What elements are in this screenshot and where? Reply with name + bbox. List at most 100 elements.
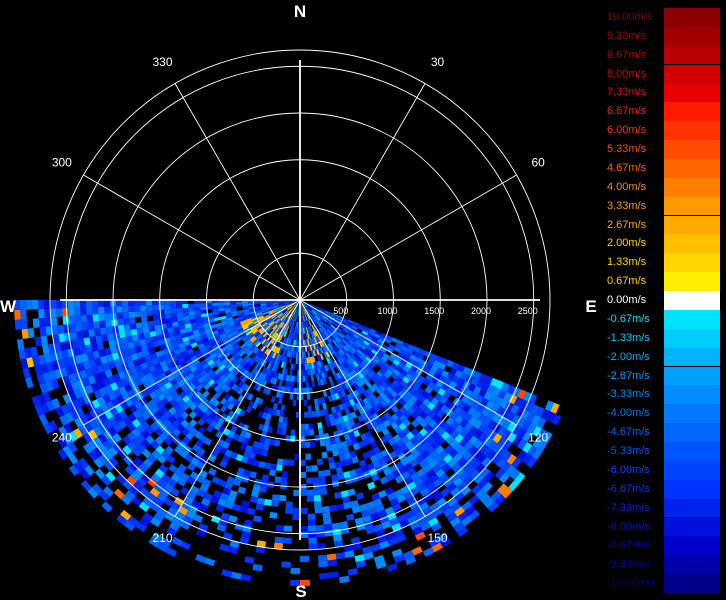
echo-cell	[260, 345, 266, 352]
echo-cell	[228, 381, 235, 389]
legend-row: 6.00m/s	[604, 121, 722, 140]
echo-cell	[304, 423, 310, 430]
echo-cell	[34, 404, 45, 417]
echo-cell	[284, 318, 289, 324]
echo-cell	[126, 422, 137, 432]
echo-cell	[453, 406, 463, 416]
echo-cell	[392, 379, 400, 387]
echo-cell	[295, 309, 298, 316]
echo-cell	[376, 352, 383, 359]
legend-color-swatch	[664, 158, 720, 178]
echo-cell	[456, 481, 468, 492]
echo-cell	[87, 439, 98, 451]
echo-cell	[365, 402, 373, 411]
echo-cell	[389, 382, 397, 391]
echo-cell	[516, 449, 528, 462]
echo-cell	[425, 362, 434, 370]
legend-row: -7.33m/s	[604, 498, 722, 518]
echo-cell	[44, 308, 51, 318]
echo-cell	[269, 329, 275, 336]
echo-cell	[160, 537, 172, 548]
echo-cell	[271, 364, 277, 372]
echo-cell	[317, 397, 323, 405]
echo-cell	[246, 319, 253, 324]
echo-cell	[274, 309, 281, 314]
echo-cell	[479, 492, 491, 504]
echo-cell	[344, 452, 352, 460]
echo-cell	[311, 311, 316, 316]
echo-cell	[413, 346, 421, 353]
echo-cell	[342, 329, 349, 335]
echo-cell	[277, 312, 283, 318]
echo-cell	[300, 579, 310, 586]
echo-cell	[32, 300, 39, 310]
legend-value-label: 8.00m/s	[607, 67, 647, 80]
echo-cell	[515, 406, 525, 418]
echo-cell	[382, 389, 391, 397]
echo-cell	[116, 514, 128, 526]
echo-cell	[101, 501, 113, 513]
echo-cell	[289, 314, 293, 320]
echo-cell	[458, 447, 468, 457]
echo-cell	[136, 327, 144, 335]
echo-cell	[208, 350, 216, 357]
echo-cell	[307, 344, 311, 352]
echo-cell	[335, 385, 341, 393]
bearing-spoke	[83, 174, 301, 301]
echo-cell	[248, 307, 256, 311]
echo-cell	[289, 393, 294, 400]
echo-cell	[89, 336, 97, 345]
echo-cell	[323, 469, 331, 477]
echo-cell	[278, 328, 283, 335]
echo-cell	[470, 377, 480, 386]
echo-cell	[253, 355, 259, 362]
echo-cell	[246, 341, 253, 347]
echo-cell	[253, 369, 259, 377]
echo-cell	[284, 302, 291, 305]
echo-cell	[314, 315, 320, 321]
echo-cell	[238, 358, 246, 366]
echo-cell	[401, 435, 410, 445]
echo-cell	[128, 300, 135, 307]
echo-cell	[248, 301, 255, 304]
legend-color-swatch	[664, 517, 720, 537]
echo-cell	[343, 433, 351, 441]
echo-cell	[154, 468, 165, 479]
echo-cell	[317, 422, 323, 429]
echo-cell	[318, 328, 323, 334]
echo-cell	[327, 559, 338, 567]
echo-cell	[153, 319, 161, 326]
echo-cell	[133, 400, 143, 410]
echo-cell	[400, 359, 408, 366]
echo-cell	[315, 342, 320, 349]
echo-cell	[282, 309, 288, 314]
echo-cell	[290, 567, 300, 574]
echo-cell	[473, 473, 485, 485]
echo-cell	[111, 352, 120, 361]
echo-cell	[301, 309, 303, 316]
echo-cell	[289, 307, 294, 313]
echo-cell	[296, 321, 298, 328]
echo-cell	[67, 431, 78, 443]
echo-cell	[201, 349, 209, 356]
echo-cell	[290, 387, 294, 394]
echo-cell	[150, 517, 162, 528]
echo-cell	[307, 351, 311, 358]
echo-cell	[356, 356, 364, 364]
echo-cell	[165, 318, 172, 324]
echo-cell	[242, 307, 249, 311]
echo-cell	[463, 475, 474, 486]
echo-cell	[316, 348, 320, 356]
echo-cell	[155, 409, 164, 419]
echo-cell	[313, 398, 319, 405]
legend-row: -1.33m/s	[604, 328, 722, 348]
echo-cell	[350, 411, 357, 419]
echo-cell	[345, 400, 352, 408]
echo-cell	[429, 487, 440, 498]
echo-cell	[327, 350, 332, 357]
echo-cell	[319, 360, 324, 367]
echo-cell	[217, 498, 227, 507]
echo-cell	[462, 451, 473, 462]
echo-cell	[377, 490, 388, 499]
echo-cell	[352, 344, 359, 351]
